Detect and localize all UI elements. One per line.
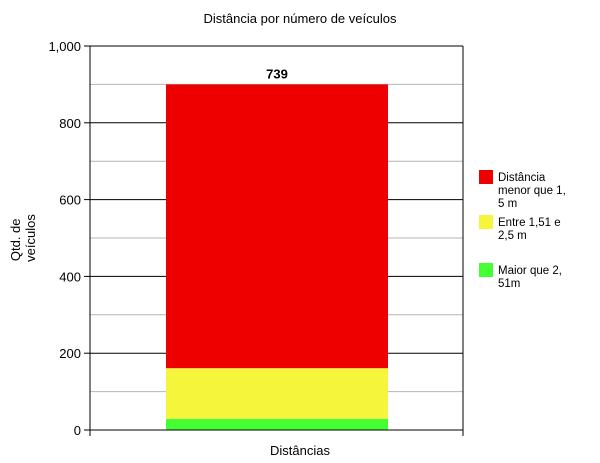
y-axis-title: Qtd. de veículos xyxy=(8,214,38,262)
legend-swatch-0 xyxy=(479,170,493,184)
y-tick-label-0: 0 xyxy=(74,423,81,438)
legend-label-1-line-0: Entre 1,51 e xyxy=(498,217,561,229)
legend-swatch-1 xyxy=(479,215,493,229)
legend-swatch-2 xyxy=(479,263,493,277)
y-tick-label-3: 600 xyxy=(59,193,81,208)
chart-title: Distância por número de veículos xyxy=(204,11,397,26)
legend-label-2-line-1: 51m xyxy=(498,278,520,290)
stacked-bar: 29132739 xyxy=(166,66,388,430)
legend-label-2-line-0: Maior que 2, xyxy=(498,265,562,277)
legend: Distância menor que 1, 5 m Entre 1,51 e 2,5 … xyxy=(479,170,566,290)
legend-label-0: Distância menor que 1, 5 m xyxy=(498,172,566,210)
y-axis-title-line-1: Qtd. de xyxy=(8,218,23,261)
legend-label-0-line-0: Distância xyxy=(498,172,546,184)
legend-label-0-line-2: 5 m xyxy=(498,198,517,210)
y-tick-label-5: 1,000 xyxy=(48,39,81,54)
legend-label-1: Entre 1,51 e 2,5 m xyxy=(498,217,561,242)
y-axis-title-line-2: veículos xyxy=(23,214,38,262)
legend-label-2: Maior que 2, 51m xyxy=(498,265,562,290)
bar-segment-1 xyxy=(166,368,388,419)
data-label-2: 739 xyxy=(266,66,288,81)
y-tick-label-2: 400 xyxy=(59,269,81,284)
axes: 0 200 400 600 800 1,000 xyxy=(48,39,464,438)
x-axis-title: Distâncias xyxy=(270,443,330,458)
bar-segment-0 xyxy=(166,418,388,430)
bar-segment-2 xyxy=(166,84,388,369)
y-tick-label-4: 800 xyxy=(59,116,81,131)
legend-label-0-line-1: menor que 1, xyxy=(498,185,566,197)
y-tick-label-1: 200 xyxy=(59,346,81,361)
legend-label-1-line-1: 2,5 m xyxy=(498,230,527,242)
